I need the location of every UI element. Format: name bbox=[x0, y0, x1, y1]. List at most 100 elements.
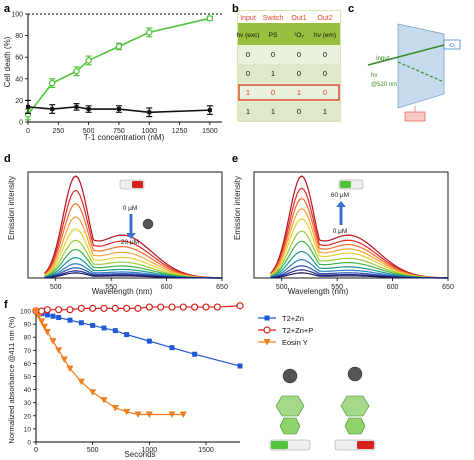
chart-f-xlabel: Seconds bbox=[124, 450, 155, 459]
chart-a-point bbox=[207, 108, 212, 113]
chart-e-spectrum-line bbox=[270, 250, 449, 279]
chart-d-molecule-icon bbox=[142, 218, 154, 230]
arrow-head bbox=[126, 233, 136, 239]
chart-a-point bbox=[86, 107, 91, 112]
table-cell: 0 bbox=[297, 107, 301, 116]
chart-a-point bbox=[74, 104, 79, 109]
panel-label-c: c bbox=[348, 3, 354, 15]
chart-e-xtick-label: 650 bbox=[442, 284, 454, 291]
table-sub-out2: hν (em) bbox=[314, 32, 336, 39]
chart-f-point bbox=[44, 312, 50, 318]
chart-a-xtick-label: 1500 bbox=[202, 128, 218, 135]
chart-f-ylabel: Normalized absorbance @411 nm (%) bbox=[7, 316, 16, 444]
chart-f-point bbox=[179, 303, 187, 311]
table-row-bg-2 bbox=[238, 83, 340, 102]
chart-f-point bbox=[124, 332, 130, 338]
legend-marker bbox=[263, 339, 271, 346]
schematic-hv-label: hν bbox=[371, 73, 377, 79]
schematic-output-icon: ¹O₂ bbox=[448, 43, 456, 49]
switch-green-half bbox=[340, 181, 351, 188]
table-row-bg-0 bbox=[238, 45, 340, 64]
chart-a-point bbox=[206, 15, 214, 22]
chart-d-frame bbox=[27, 171, 223, 279]
chart-a-xtick-label: 1000 bbox=[141, 128, 157, 135]
chart-f-point bbox=[43, 328, 51, 336]
panel-label-b: b bbox=[232, 3, 239, 15]
chart-f-xtick-label: 1500 bbox=[198, 447, 214, 454]
chart-d-xtick-label: 550 bbox=[105, 284, 117, 291]
table-cell: 0 bbox=[323, 88, 327, 97]
chart-a-point bbox=[50, 107, 55, 112]
chart-f-point bbox=[89, 389, 97, 396]
chart-a-xtick-label: 750 bbox=[113, 128, 125, 135]
chart-e-xlabel: Wavelength (nm) bbox=[288, 287, 349, 296]
chart-a-ytick-label: 80 bbox=[15, 33, 23, 40]
chart-f-point bbox=[169, 345, 175, 351]
chart-a-point bbox=[73, 67, 80, 75]
chart-f-ytick-label: 10 bbox=[24, 426, 32, 433]
chart-f-xtick-label: 500 bbox=[87, 447, 99, 454]
chart-f-point bbox=[35, 313, 43, 320]
table-cell: 1 bbox=[271, 69, 275, 78]
chart-f-point bbox=[60, 356, 68, 363]
chart-f-point bbox=[100, 304, 108, 312]
table-cell: 0 bbox=[323, 50, 327, 59]
chart-e-ylabel: Emission intensity bbox=[233, 176, 242, 240]
chart-f-point bbox=[111, 304, 119, 312]
chart-f-point bbox=[66, 365, 74, 373]
chart-f-legend: T2+Zn T2+Zn+P Eosin Y bbox=[258, 314, 313, 347]
chart-f-point bbox=[77, 304, 85, 312]
table-sub-switch: PS bbox=[269, 32, 278, 39]
table-subheader-bg bbox=[238, 23, 340, 45]
chart-f-point bbox=[56, 315, 62, 321]
table-cell: 0 bbox=[297, 50, 301, 59]
chart-e-switch-icon bbox=[338, 179, 364, 190]
table-header-bg bbox=[238, 11, 340, 23]
switch-on-half bbox=[271, 441, 288, 449]
chart-f-point bbox=[112, 328, 118, 334]
panel-label-d: d bbox=[4, 153, 11, 165]
chart-f-point bbox=[90, 322, 96, 328]
schematic-line-input bbox=[367, 44, 445, 66]
chart-a-point bbox=[115, 43, 123, 50]
chart-e-annot-bottom: 0 μM bbox=[333, 228, 348, 235]
logic-schematic: ¹O₂ Input hν @520 nm bbox=[367, 23, 461, 122]
chart-f-point bbox=[41, 323, 48, 331]
molecule-sketch-left bbox=[269, 368, 311, 451]
highlight-row-box bbox=[238, 84, 340, 101]
core-ring-icon bbox=[275, 395, 305, 417]
chart-d-switch-icon bbox=[119, 179, 145, 190]
chart-e-spectrum-line bbox=[270, 218, 449, 279]
chart-f-point bbox=[213, 303, 221, 311]
schematic-switch-box bbox=[404, 111, 426, 122]
chart-f-point bbox=[191, 303, 199, 311]
chart-f-point bbox=[43, 306, 51, 314]
table-sub-input: hν (exc) bbox=[236, 32, 259, 39]
chart-f-ytick-label: 20 bbox=[24, 413, 32, 420]
chart-f-ytick-label: 90 bbox=[24, 322, 32, 329]
chart-f-xtick-label: 1000 bbox=[142, 447, 158, 454]
chart-a-ytick-label: 40 bbox=[15, 76, 23, 83]
ring-icon bbox=[279, 417, 301, 435]
chart-d-spectrum-line bbox=[44, 175, 223, 279]
chart-f-point bbox=[236, 302, 244, 310]
table-header-input: Input bbox=[240, 15, 256, 22]
chart-a-point bbox=[85, 57, 92, 64]
table-cell: 0 bbox=[246, 69, 250, 78]
chart-f-point bbox=[38, 307, 46, 315]
table-cell: 1 bbox=[246, 88, 250, 97]
chart-f-point bbox=[145, 303, 153, 311]
chart-f-ytick-label: 0 bbox=[27, 440, 31, 447]
chart-f-point bbox=[100, 397, 108, 404]
switch-red-half bbox=[132, 181, 143, 188]
chart-d-xlabel: Wavelength (nm) bbox=[92, 287, 153, 296]
chart-f-ytick-label: 100 bbox=[20, 309, 31, 316]
chart-e-arrow-icon bbox=[336, 201, 346, 225]
chart-f-point bbox=[179, 411, 187, 418]
legend-marker bbox=[264, 315, 270, 321]
chart-f-point bbox=[145, 411, 153, 418]
chart-a-xtick-label: 0 bbox=[26, 128, 30, 135]
chart-a-ytick-label: 0 bbox=[19, 120, 23, 127]
chart-a-ylabel: Cell death (%) bbox=[3, 36, 12, 87]
